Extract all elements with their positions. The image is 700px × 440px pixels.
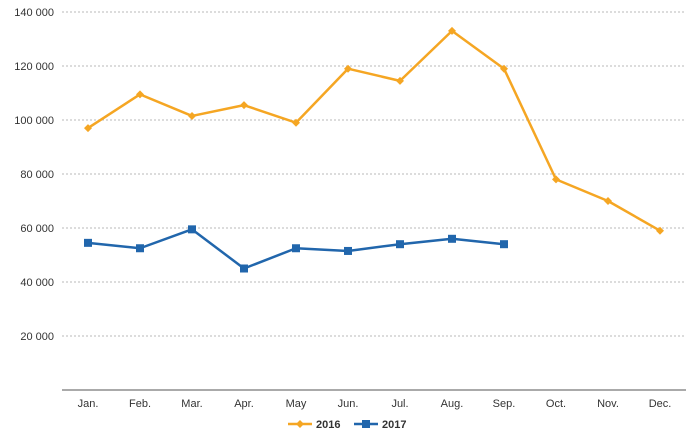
x-tick-label: Apr. (234, 398, 254, 410)
data-point-2016 (344, 64, 352, 73)
data-point-2016 (604, 197, 612, 205)
legend-marker (362, 420, 370, 428)
x-tick-label: Aug. (441, 398, 464, 410)
x-tick-label: Jan. (78, 398, 99, 410)
y-tick-label: 60 000 (20, 223, 54, 235)
x-tick-label: Mar. (181, 398, 202, 410)
data-point-2016 (240, 101, 248, 110)
data-point-2017 (84, 238, 92, 247)
x-tick-label: Jul. (391, 398, 408, 410)
data-point-2017 (292, 244, 300, 253)
data-point-2016 (292, 118, 300, 127)
data-point-2017 (136, 244, 144, 253)
legend-marker (296, 420, 304, 428)
series-2017 (84, 225, 508, 273)
legend: 2016 2017 (288, 419, 406, 431)
x-tick-label: May (286, 398, 307, 410)
x-tick-label: Dec. (649, 398, 672, 410)
x-axis-ticks: Jan. Feb. Mar. Apr. May Jun. Jul. Aug. Sep. Oct. N… (78, 398, 672, 410)
y-tick-label: 80 000 (20, 169, 54, 181)
data-point-2016 (552, 175, 560, 184)
data-point-2017 (188, 225, 196, 234)
y-tick-label: 40 000 (20, 277, 54, 289)
legend-item-2017: 2017 (354, 419, 406, 431)
data-point-2016 (448, 26, 456, 35)
series-2016 (84, 26, 664, 235)
y-tick-label: 120 000 (14, 61, 54, 73)
data-point-2017 (240, 264, 248, 273)
legend-label: 2017 (382, 419, 406, 431)
data-point-2016 (656, 226, 664, 235)
data-point-2017 (344, 246, 352, 255)
data-point-2016 (500, 64, 508, 73)
data-point-2016 (84, 124, 92, 133)
grid-layer (62, 11, 686, 337)
data-point-2016 (188, 111, 196, 120)
y-axis-ticks: 20 000 40 000 60 000 80 000 100 000 120 000 14… (14, 7, 54, 343)
y-tick-label: 20 000 (20, 331, 54, 343)
legend-item-2016: 2016 (288, 419, 340, 431)
x-tick-label: Nov. (597, 398, 619, 410)
x-tick-label: Oct. (546, 398, 566, 410)
series-layer (84, 26, 664, 273)
data-point-2017 (448, 234, 456, 243)
series-line-2016 (87, 29, 661, 232)
y-tick-label: 100 000 (14, 115, 54, 127)
data-point-2017 (396, 240, 404, 249)
data-point-2016 (136, 90, 144, 99)
data-point-2016 (396, 76, 404, 85)
x-tick-label: Sep. (493, 398, 516, 410)
legend-label: 2016 (316, 419, 340, 431)
y-tick-label: 140 000 (14, 7, 54, 19)
data-point-2017 (500, 240, 508, 249)
x-tick-label: Jun. (338, 398, 359, 410)
x-tick-label: Feb. (129, 398, 151, 410)
